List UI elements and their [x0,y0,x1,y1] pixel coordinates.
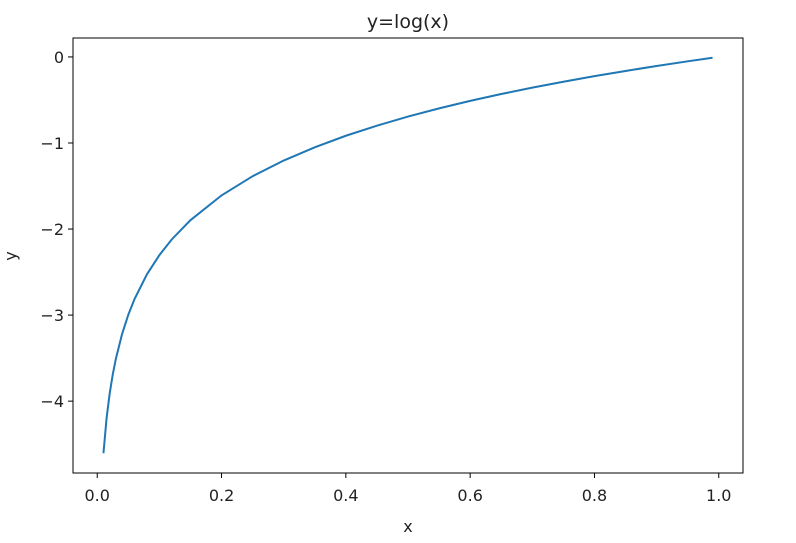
plot-frame [72,37,744,474]
line-series [102,56,713,454]
x-axis-label: x [403,517,412,536]
x-tick-label: 0.0 [85,486,110,505]
x-tick-label: 1.0 [706,486,731,505]
x-tick-label: 0.6 [457,486,482,505]
y-tick-label: −4 [40,392,64,411]
y-axis-label: y [1,251,20,260]
x-tick-label: 0.2 [209,486,234,505]
chart-title: y=log(x) [367,11,449,33]
y-tick-label: −3 [40,306,64,325]
y-tick-label: 0 [54,48,64,67]
x-tick-label: 0.4 [333,486,358,505]
y-tick-label: −2 [40,220,64,239]
y-tick-label: −1 [40,134,64,153]
x-tick-label: 0.8 [582,486,607,505]
